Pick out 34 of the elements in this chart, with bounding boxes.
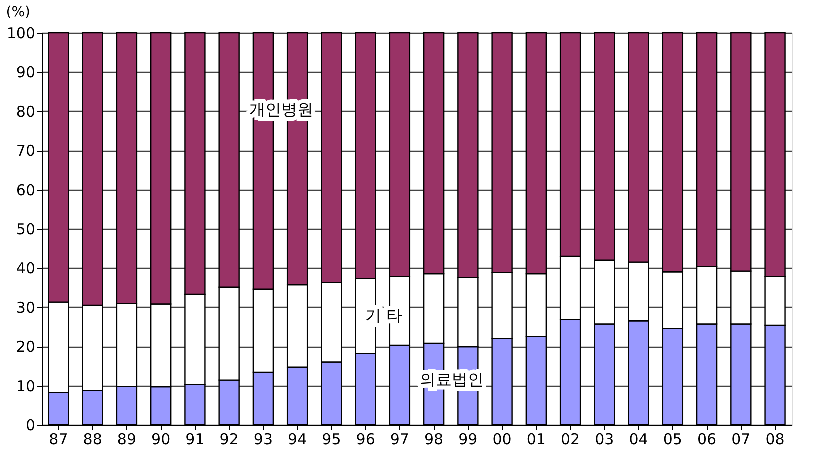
- x-tick-label: 03: [595, 430, 614, 448]
- x-tick-label: 90: [152, 430, 171, 448]
- x-tick-label: 00: [492, 430, 512, 448]
- x-tick-label: 08: [766, 430, 785, 448]
- x-tick-label: 95: [322, 430, 342, 448]
- x-tick-label: 99: [458, 430, 478, 448]
- y-tick-label: 60: [16, 181, 36, 200]
- y-axis-title: (%): [6, 4, 30, 20]
- x-tick-label: 02: [561, 430, 580, 448]
- x-tick-label: 88: [83, 430, 102, 448]
- x-tick-label: 01: [526, 430, 546, 448]
- y-tick-label: 50: [16, 220, 36, 238]
- x-tick-label: 89: [117, 430, 137, 448]
- x-tick-label: 98: [424, 430, 444, 448]
- y-tick-label: 90: [16, 64, 36, 82]
- x-tick-label: 94: [288, 430, 308, 448]
- x-tick-label: 97: [390, 430, 410, 448]
- x-tick-label: 05: [663, 430, 682, 448]
- y-tick-label: 80: [16, 102, 36, 121]
- y-tick-label: 70: [16, 142, 36, 160]
- x-tick-label: 07: [732, 430, 751, 448]
- y-tick-label: 30: [16, 298, 36, 317]
- y-tick-label: 20: [16, 338, 36, 356]
- x-tick-label: 87: [49, 430, 68, 448]
- x-tick-label: 04: [629, 430, 648, 448]
- y-tick-label: 10: [16, 377, 36, 396]
- y-tick-label: 100: [6, 24, 36, 42]
- x-tick-label: 91: [186, 430, 205, 448]
- x-tick-label: 06: [697, 430, 717, 448]
- y-tick-label: 0: [26, 416, 36, 434]
- x-tick-label: 92: [220, 430, 239, 448]
- x-tick-label: 93: [254, 430, 273, 448]
- x-tick-label: 96: [356, 430, 376, 448]
- y-tick-label: 40: [16, 260, 36, 278]
